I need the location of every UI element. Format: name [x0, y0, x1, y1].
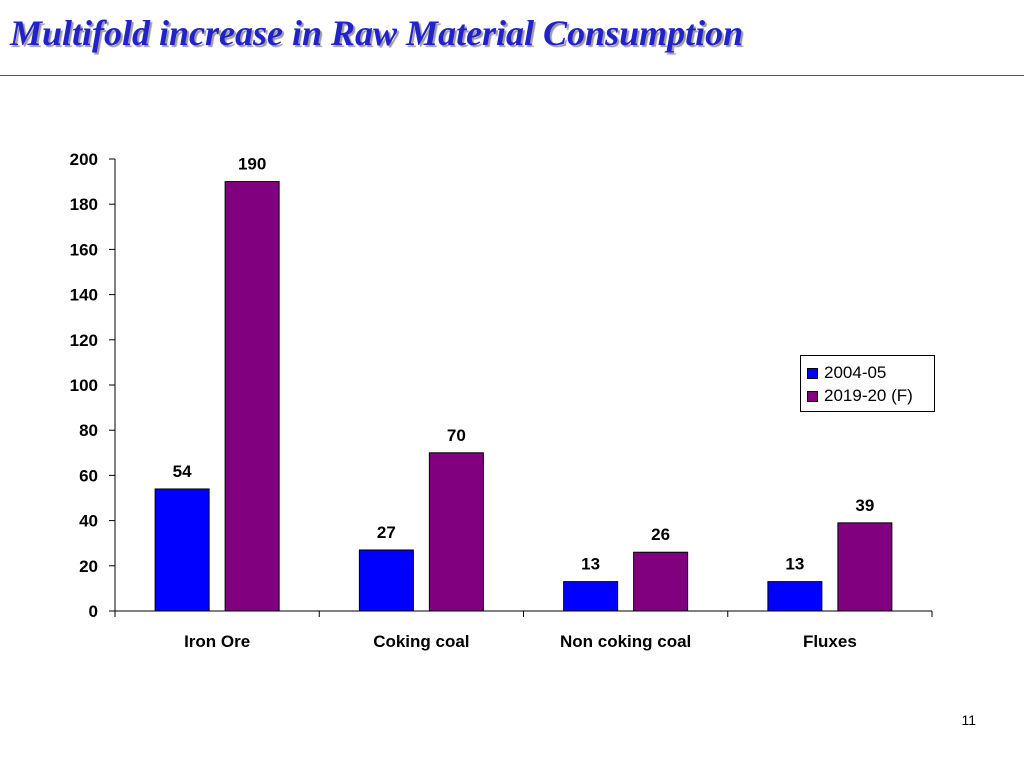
- data-label: 26: [651, 525, 670, 544]
- bar: [837, 522, 893, 612]
- chart-legend: 2004-05 2019-20 (F): [800, 355, 935, 412]
- slide-title: Multifold increase in Raw Material Consu…: [10, 13, 744, 53]
- bar: [767, 581, 823, 612]
- bar: [154, 488, 210, 612]
- x-tick-label: Non coking coal: [560, 632, 691, 651]
- bar: [358, 549, 414, 612]
- data-label: 54: [173, 462, 192, 481]
- y-tick-label: 0: [89, 602, 98, 621]
- y-tick-label: 20: [79, 557, 98, 576]
- bar: [563, 581, 619, 612]
- data-label: 13: [785, 555, 804, 574]
- title-divider: [0, 75, 1024, 76]
- bar: [224, 181, 280, 612]
- data-label: 190: [238, 155, 266, 174]
- y-tick-label: 80: [79, 421, 98, 440]
- y-tick-label: 100: [70, 376, 98, 395]
- y-tick-label: 60: [79, 466, 98, 485]
- y-tick-label: 180: [70, 195, 98, 214]
- page-number: 11: [961, 712, 976, 728]
- data-label: 70: [447, 426, 466, 445]
- legend-swatch-series-1: [807, 367, 818, 379]
- legend-label-series-1: 2004-05: [824, 363, 887, 382]
- legend-item-series-1: 2004-05: [807, 363, 886, 383]
- legend-item-series-2: 2019-20 (F): [807, 386, 913, 406]
- x-tick-label: Coking coal: [373, 632, 469, 651]
- x-tick-label: Fluxes: [803, 632, 857, 651]
- y-tick-label: 120: [70, 331, 98, 350]
- legend-label-series-2: 2019-20 (F): [824, 386, 913, 405]
- y-tick-label: 160: [70, 240, 98, 259]
- legend-swatch-series-2: [807, 390, 818, 402]
- bar: [633, 551, 689, 612]
- bar: [428, 452, 484, 612]
- data-label: 13: [581, 555, 600, 574]
- data-label: 27: [377, 523, 396, 542]
- y-tick-label: 40: [79, 512, 98, 531]
- y-tick-label: 140: [70, 286, 98, 305]
- y-tick-label: 200: [70, 150, 98, 169]
- x-tick-label: Iron Ore: [184, 632, 250, 651]
- data-label: 39: [855, 496, 874, 515]
